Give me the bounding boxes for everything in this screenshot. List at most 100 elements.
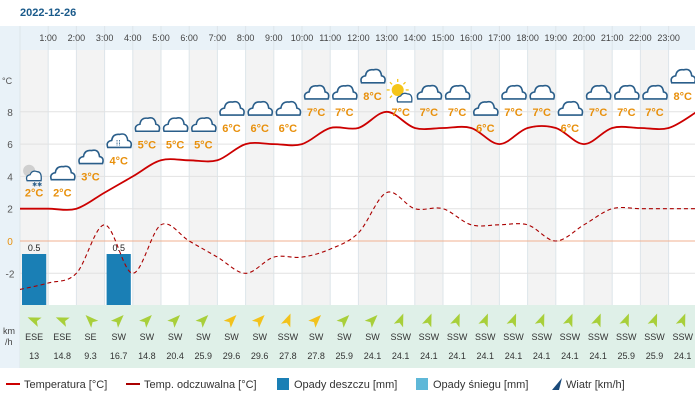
cloud-shape xyxy=(614,84,640,100)
cloud-icon xyxy=(585,84,612,100)
hour-label: 16:00 xyxy=(460,33,483,43)
cloud-shape xyxy=(360,68,386,84)
hour-label: 10:00 xyxy=(291,33,314,43)
wind-arrow-icon xyxy=(308,315,322,328)
wind-arrow-icon xyxy=(195,315,209,328)
sun-ray xyxy=(389,81,393,85)
column-bg xyxy=(189,50,218,305)
y-tick-label: -2 xyxy=(6,269,15,280)
hour-label: 18:00 xyxy=(516,33,539,43)
cloud-icon xyxy=(557,100,584,116)
wind-direction-label: ESE xyxy=(53,332,71,342)
cloud-shape xyxy=(557,100,584,116)
hour-label: 4:00 xyxy=(124,33,142,43)
column-bg xyxy=(245,50,274,305)
legend-rain-label: Opady deszczu [mm] xyxy=(294,379,397,391)
wind-direction-label: SW xyxy=(168,332,183,342)
wind-direction-label: SSW xyxy=(447,332,468,342)
cloud-shape xyxy=(50,165,76,181)
cloud-shape xyxy=(529,84,556,100)
temperature-label: 4°C xyxy=(109,155,128,167)
cloud-shape xyxy=(106,133,133,149)
wind-arrow-icon xyxy=(139,315,152,328)
wind-arrow-icon xyxy=(251,315,265,328)
cloud-icon xyxy=(134,117,161,133)
wind-arrow-shape xyxy=(647,313,658,328)
wind-arrow-icon xyxy=(110,315,124,328)
wind-direction-label: ESE xyxy=(25,332,43,342)
wind-speed-label: 14.8 xyxy=(138,351,156,361)
cloud-shape xyxy=(303,84,330,100)
wind-arrow-icon xyxy=(85,315,99,328)
feels-like-line xyxy=(19,191,695,290)
y-tick-label: 4 xyxy=(7,172,13,183)
weather-icons: ✱✱ ⁞⁞ xyxy=(23,68,695,189)
cloud-shape xyxy=(642,84,668,100)
wind-direction-label: SW xyxy=(140,332,155,342)
temperature-label: 6°C xyxy=(476,123,495,135)
wind-speed-label: 24.1 xyxy=(448,351,466,361)
hour-label: 6:00 xyxy=(180,33,198,43)
wind-speed-label: 14.8 xyxy=(54,351,72,361)
temperature-label: 2°C xyxy=(53,188,72,200)
wind-arrow-icon xyxy=(422,313,432,328)
wind-arrow-shape xyxy=(393,313,404,328)
temperature-labels: 2°C 2°C 3°C 4°C 5°C 5°C 5°C 6°C 6°C 6°C 7°C 7°C 8°C 7… xyxy=(25,91,692,200)
wind-arrow-icon xyxy=(364,315,378,328)
cloud-icon xyxy=(529,84,556,100)
temperature-label: 7°C xyxy=(617,107,636,119)
wind-speed-label: 25.9 xyxy=(646,351,664,361)
hour-label: 11:00 xyxy=(319,33,341,43)
temperature-label: 7°C xyxy=(307,107,326,119)
hour-label: 20:00 xyxy=(573,33,596,43)
wind-arrow-icon xyxy=(281,313,291,328)
cloud-icon xyxy=(642,84,668,100)
wind-direction-label: SSW xyxy=(419,332,440,342)
temperature-label: 7°C xyxy=(589,107,608,119)
wind-speed-label: 24.1 xyxy=(674,351,692,361)
temperature-series xyxy=(19,110,695,211)
wind-arrow-shape xyxy=(308,315,322,328)
legend-snow-swatch xyxy=(416,378,428,390)
column-bg xyxy=(217,50,246,305)
hour-label: 13:00 xyxy=(375,33,398,43)
wind-speed-label: 29.6 xyxy=(251,351,269,361)
wind-arrow-shape xyxy=(478,313,488,328)
legend-wind-label: Wiatr [km/h] xyxy=(566,379,625,391)
wind-speed-label: 24.1 xyxy=(420,351,438,361)
cloud-shape xyxy=(25,170,42,182)
wind-arrow-icon xyxy=(534,313,545,328)
cloud-shape xyxy=(247,100,274,116)
wind-band xyxy=(20,305,695,368)
temperature-label: 7°C xyxy=(645,107,664,119)
legend-wind-arrow-icon xyxy=(552,378,562,390)
cloud-icon xyxy=(473,100,499,116)
rain-bars: 0.5 0.5 xyxy=(22,243,131,305)
sun-ray xyxy=(402,81,406,85)
wind-direction-label: SSW xyxy=(278,332,299,342)
temperature-label: 7°C xyxy=(504,107,523,119)
wind-direction-label: SW xyxy=(309,332,324,342)
temperature-label: 3°C xyxy=(81,172,100,184)
wind-speed-label: 25.9 xyxy=(195,351,213,361)
wind-direction-label: SW xyxy=(224,332,239,342)
wind-arrow-shape xyxy=(675,313,686,328)
wind-arrow-shape xyxy=(223,315,237,328)
wind-arrow-icon xyxy=(393,313,404,328)
wind-direction-label: SSW xyxy=(644,332,665,342)
hour-label: 21:00 xyxy=(601,33,624,43)
wind-arrow-icon xyxy=(563,313,573,328)
wind-arrow-shape xyxy=(422,313,432,328)
wind-arrow-shape xyxy=(336,315,350,328)
wind-arrow-icon xyxy=(450,313,460,328)
wind-arrow-icon xyxy=(506,313,517,328)
sun-cloud-icon xyxy=(386,78,413,103)
legend-feels-like-label: Temp. odczuwalna [°C] xyxy=(144,379,257,391)
wind-speed-label: 24.1 xyxy=(505,351,523,361)
wind-arrow-shape xyxy=(619,313,629,328)
temperature-label: 8°C xyxy=(673,91,692,103)
wind-speed-label: 27.8 xyxy=(279,351,297,361)
snowflake-icon: ✱✱ xyxy=(32,182,42,189)
cloud-shape xyxy=(473,100,499,116)
temperature-label: 7°C xyxy=(532,107,551,119)
